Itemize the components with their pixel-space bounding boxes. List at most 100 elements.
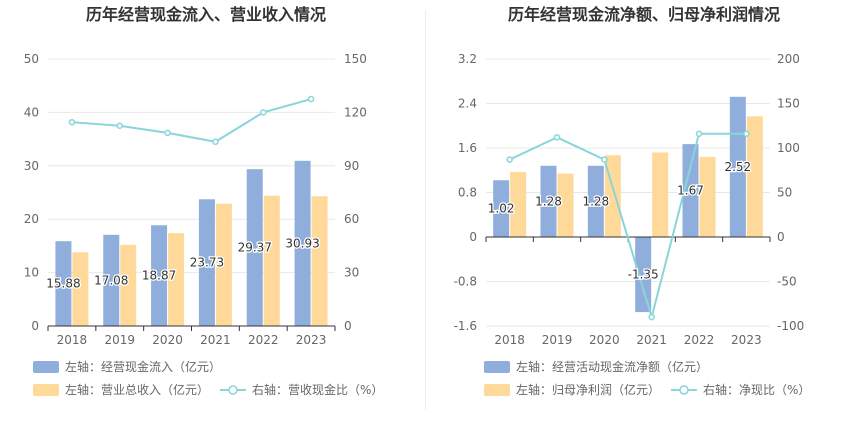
right-axis-tick: 120 (344, 105, 367, 119)
bar-secondary (557, 173, 574, 237)
ratio-point (212, 138, 219, 146)
bar-secondary (263, 195, 280, 326)
ratio-point (695, 130, 703, 138)
right-axis-tick: 150 (777, 97, 800, 111)
right-axis-tick: 200 (777, 52, 800, 66)
x-axis-label: 2020 (589, 333, 620, 347)
left-axis-tick: 10 (24, 266, 39, 280)
legend-label: 右轴：营收现金比（%） (252, 382, 383, 397)
bar-primary (246, 169, 263, 326)
bar-secondary (746, 116, 763, 237)
bar-value-label: 30.93 (285, 236, 319, 250)
ratio-point (307, 95, 315, 103)
bar-value-label: 1.28 (535, 194, 562, 208)
x-axis-label: 2019 (542, 333, 573, 347)
legend-swatch-marker (679, 385, 689, 395)
x-axis-label: 2020 (152, 333, 183, 347)
x-axis-label: 2023 (731, 333, 762, 347)
left-axis-tick: 0 (31, 319, 39, 333)
left-axis-tick: 1.6 (458, 141, 477, 155)
bar-primary (587, 165, 604, 237)
cash-inflow-chart: 历年经营现金流入、营业收入情况 0 10 20 30 40 50 0 30 60 90 120 150 2… (24, 5, 384, 397)
bar-value-label: 2.52 (724, 160, 751, 174)
ratio-point (116, 122, 123, 129)
bar-primary (493, 180, 510, 237)
right-axis-tick: 150 (344, 52, 367, 66)
legend-swatch-secondary-bar (33, 384, 59, 396)
bar-secondary (699, 156, 716, 237)
bar-secondary (215, 203, 232, 326)
x-axis-label: 2018 (494, 333, 525, 347)
x-axis-label: 2022 (248, 333, 279, 347)
legend-label: 右轴：净现比（%） (703, 382, 810, 397)
x-axis-label: 2022 (684, 333, 715, 347)
left-axis-tick: 50 (24, 52, 39, 66)
bar-primary (729, 96, 746, 237)
left-axis-tick: -1.6 (454, 319, 477, 333)
bar-secondary (311, 196, 328, 326)
legend-label: 左轴：营业总收入（亿元） (65, 382, 209, 397)
left-axis-tick: 30 (24, 159, 39, 173)
legend-label: 左轴：经营现金流入（亿元） (65, 359, 221, 374)
bar-primary (540, 165, 557, 237)
bar-primary (635, 237, 652, 313)
chart-title: 历年经营现金流入、营业收入情况 (86, 5, 326, 24)
panel-divider (425, 10, 426, 410)
right-axis-tick: 60 (344, 212, 359, 226)
ratio-line (71, 98, 312, 143)
left-axis-tick: 0 (469, 230, 477, 244)
left-axis-tick: 20 (24, 212, 39, 226)
bar-value-label: 15.88 (46, 277, 80, 291)
x-axis-label: 2021 (636, 333, 667, 347)
bar-primary (294, 160, 311, 326)
bar-secondary (510, 171, 527, 237)
right-axis-tick: 0 (344, 319, 352, 333)
bar-secondary (120, 244, 137, 326)
bar-value-label: 1.02 (488, 202, 515, 216)
bar-primary (103, 234, 120, 326)
bar-secondary (168, 233, 185, 326)
ratio-point (648, 313, 655, 321)
bar-value-label: 18.87 (142, 269, 176, 283)
chart-panel-cash-inflow: 历年经营现金流入、营业收入情况 0 10 20 30 40 50 0 30 60 90 120 150 2… (24, 5, 384, 397)
net-cash-chart: 历年经营现金流净额、归母净利润情况 -1.6 -0.8 0 0.8 1.6 2.4 3.2 -1… (454, 5, 811, 397)
bar-value-label: 17.08 (94, 273, 128, 287)
ratio-point (164, 129, 171, 137)
legend-swatch-secondary-bar (484, 384, 510, 396)
right-axis-tick: 50 (777, 186, 792, 200)
chart-title: 历年经营现金流净额、归母净利润情况 (508, 5, 780, 24)
bar-primary (198, 199, 215, 326)
left-axis-tick: 3.2 (458, 52, 477, 66)
chart-panel-net-cash: 历年经营现金流净额、归母净利润情况 -1.6 -0.8 0 0.8 1.6 2.4 3.2 -1… (425, 0, 850, 437)
bar-value-label: -1.35 (628, 268, 659, 282)
bar-value-label: 1.67 (677, 184, 704, 198)
right-axis-tick: -100 (777, 319, 804, 333)
bar-primary (55, 241, 72, 326)
legend-label: 左轴：经营活动现金流净额（亿元） (516, 359, 708, 374)
right-axis-tick: 100 (777, 141, 800, 155)
left-axis-tick: -0.8 (454, 275, 477, 289)
ratio-point (68, 118, 76, 126)
legend-swatch-marker (228, 385, 238, 395)
ratio-point (506, 156, 513, 163)
left-axis-tick: 0.8 (458, 186, 477, 200)
ratio-point (743, 130, 750, 138)
bar-secondary (72, 252, 89, 326)
x-axis-label: 2021 (200, 333, 231, 347)
bar-value-label: 1.28 (582, 194, 609, 208)
ratio-point (260, 109, 267, 116)
ratio-point (553, 134, 561, 141)
x-axis-label: 2019 (104, 333, 135, 347)
bar-secondary (652, 152, 669, 237)
right-axis-tick: -50 (777, 275, 797, 289)
right-axis-tick: 0 (777, 230, 785, 244)
legend-label: 左轴：归母净利润（亿元） (516, 382, 660, 397)
ratio-point (601, 156, 608, 163)
legend-swatch-primary-bar (484, 361, 510, 373)
x-axis-label: 2018 (57, 333, 88, 347)
right-axis-tick: 30 (344, 266, 359, 280)
bar-primary (151, 225, 168, 326)
bar-value-label: 29.37 (238, 241, 272, 255)
bar-value-label: 23.73 (190, 256, 224, 270)
